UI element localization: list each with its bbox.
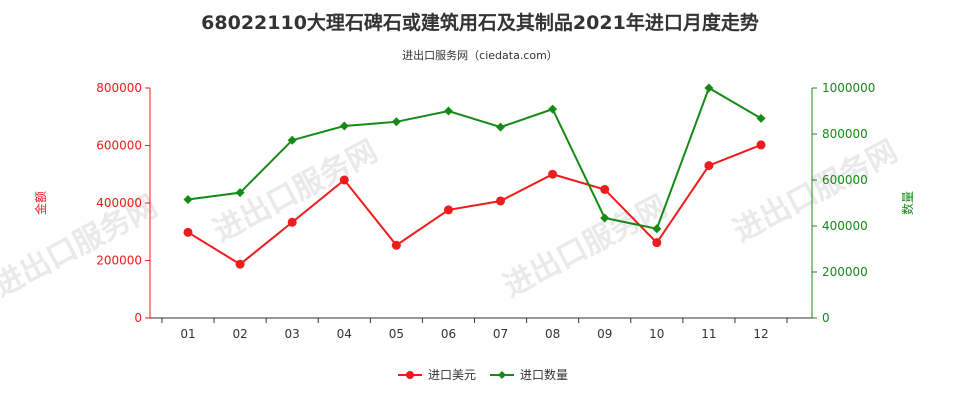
data-point <box>235 188 245 198</box>
left-axis-label: 金额 <box>33 191 48 215</box>
left-axis-tick-label: 0 <box>134 311 142 325</box>
left-axis-tick-label: 800000 <box>96 81 142 95</box>
legend-swatch-marker <box>498 371 506 379</box>
data-point <box>183 195 193 205</box>
left-axis-tick-label: 200000 <box>96 254 142 268</box>
chart-title: 68022110大理石碑石或建筑用石及其制品2021年进口月度走势 <box>201 11 759 34</box>
data-point <box>391 240 401 250</box>
right-axis-tick-label: 200000 <box>822 265 868 279</box>
data-point <box>496 122 506 132</box>
x-axis-tick-label: 06 <box>441 327 456 341</box>
right-axis-label: 数量 <box>900 191 915 215</box>
chart-subtitle: 进出口服务网（ciedata.com） <box>402 48 558 62</box>
x-axis-tick-label: 12 <box>753 327 768 341</box>
data-point <box>756 140 766 150</box>
watermark-text: 进出口服务网 <box>208 134 383 249</box>
watermark-layer: 进出口服务网 进出口服务网 进出口服务网 进出口服务网 <box>0 134 903 304</box>
data-point <box>496 196 506 206</box>
x-axis-tick-label: 08 <box>545 327 560 341</box>
legend-item-label: 进口数量 <box>520 367 568 382</box>
right-axis-tick-label: 400000 <box>822 219 868 233</box>
x-axis-tick-label: 05 <box>389 327 404 341</box>
data-point <box>287 217 297 227</box>
data-point <box>652 224 662 234</box>
data-point <box>391 117 401 127</box>
x-axis-tick-label: 03 <box>285 327 300 341</box>
right-axis-tick-label: 1000000 <box>822 81 875 95</box>
legend-item-label: 进口美元 <box>428 368 476 382</box>
data-point <box>287 135 297 145</box>
watermark-text: 进出口服务网 <box>498 189 673 304</box>
right-axis-tick-label: 800000 <box>822 127 868 141</box>
x-axis-tick-label: 07 <box>493 327 508 341</box>
x-axis-tick-label: 01 <box>180 327 195 341</box>
series-line-1 <box>187 143 762 266</box>
x-axis-tick-label: 09 <box>597 327 612 341</box>
data-point <box>652 238 662 248</box>
x-axis-tick-label: 04 <box>337 327 352 341</box>
data-point <box>183 227 193 237</box>
left-axis-tick-label: 600000 <box>96 139 142 153</box>
right-axis-tick-label: 0 <box>822 311 830 325</box>
data-point <box>704 161 714 171</box>
data-point <box>704 83 714 93</box>
x-axis-tick-label: 11 <box>701 327 716 341</box>
left-axis-tick-label: 400000 <box>96 196 142 210</box>
data-point <box>339 121 349 131</box>
data-point <box>548 169 558 179</box>
axes-layer: 0 200000 400000 600000 800000 金额 0 200000 400000… <box>33 81 915 341</box>
series-line-2 <box>187 86 762 230</box>
data-point <box>756 113 766 123</box>
data-point <box>235 259 245 269</box>
data-point <box>339 175 349 185</box>
data-point <box>600 213 610 223</box>
data-point <box>443 106 453 116</box>
x-axis-tick-label: 02 <box>232 327 247 341</box>
legend[interactable]: 进口美元 进口数量 <box>398 367 568 382</box>
data-point <box>443 205 453 215</box>
watermark-text: 进出口服务网 <box>728 134 903 249</box>
legend-swatch-marker <box>406 371 414 379</box>
series-layer <box>183 83 766 269</box>
right-axis-tick-label: 600000 <box>822 173 868 187</box>
data-point <box>548 104 558 114</box>
data-point <box>600 184 610 194</box>
x-axis-tick-label: 10 <box>649 327 664 341</box>
